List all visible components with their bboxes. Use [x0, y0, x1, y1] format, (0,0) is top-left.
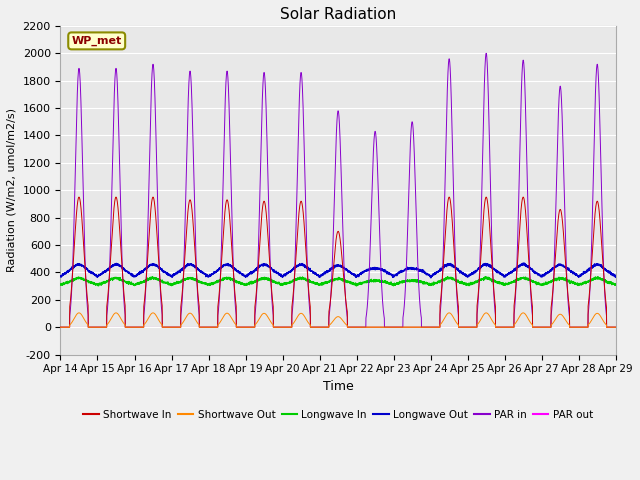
Y-axis label: Radiation (W/m2, umol/m2/s): Radiation (W/m2, umol/m2/s) — [7, 108, 17, 272]
Title: Solar Radiation: Solar Radiation — [280, 7, 396, 22]
Text: WP_met: WP_met — [72, 36, 122, 46]
X-axis label: Time: Time — [323, 380, 353, 393]
Legend: Shortwave In, Shortwave Out, Longwave In, Longwave Out, PAR in, PAR out: Shortwave In, Shortwave Out, Longwave In… — [79, 406, 597, 424]
